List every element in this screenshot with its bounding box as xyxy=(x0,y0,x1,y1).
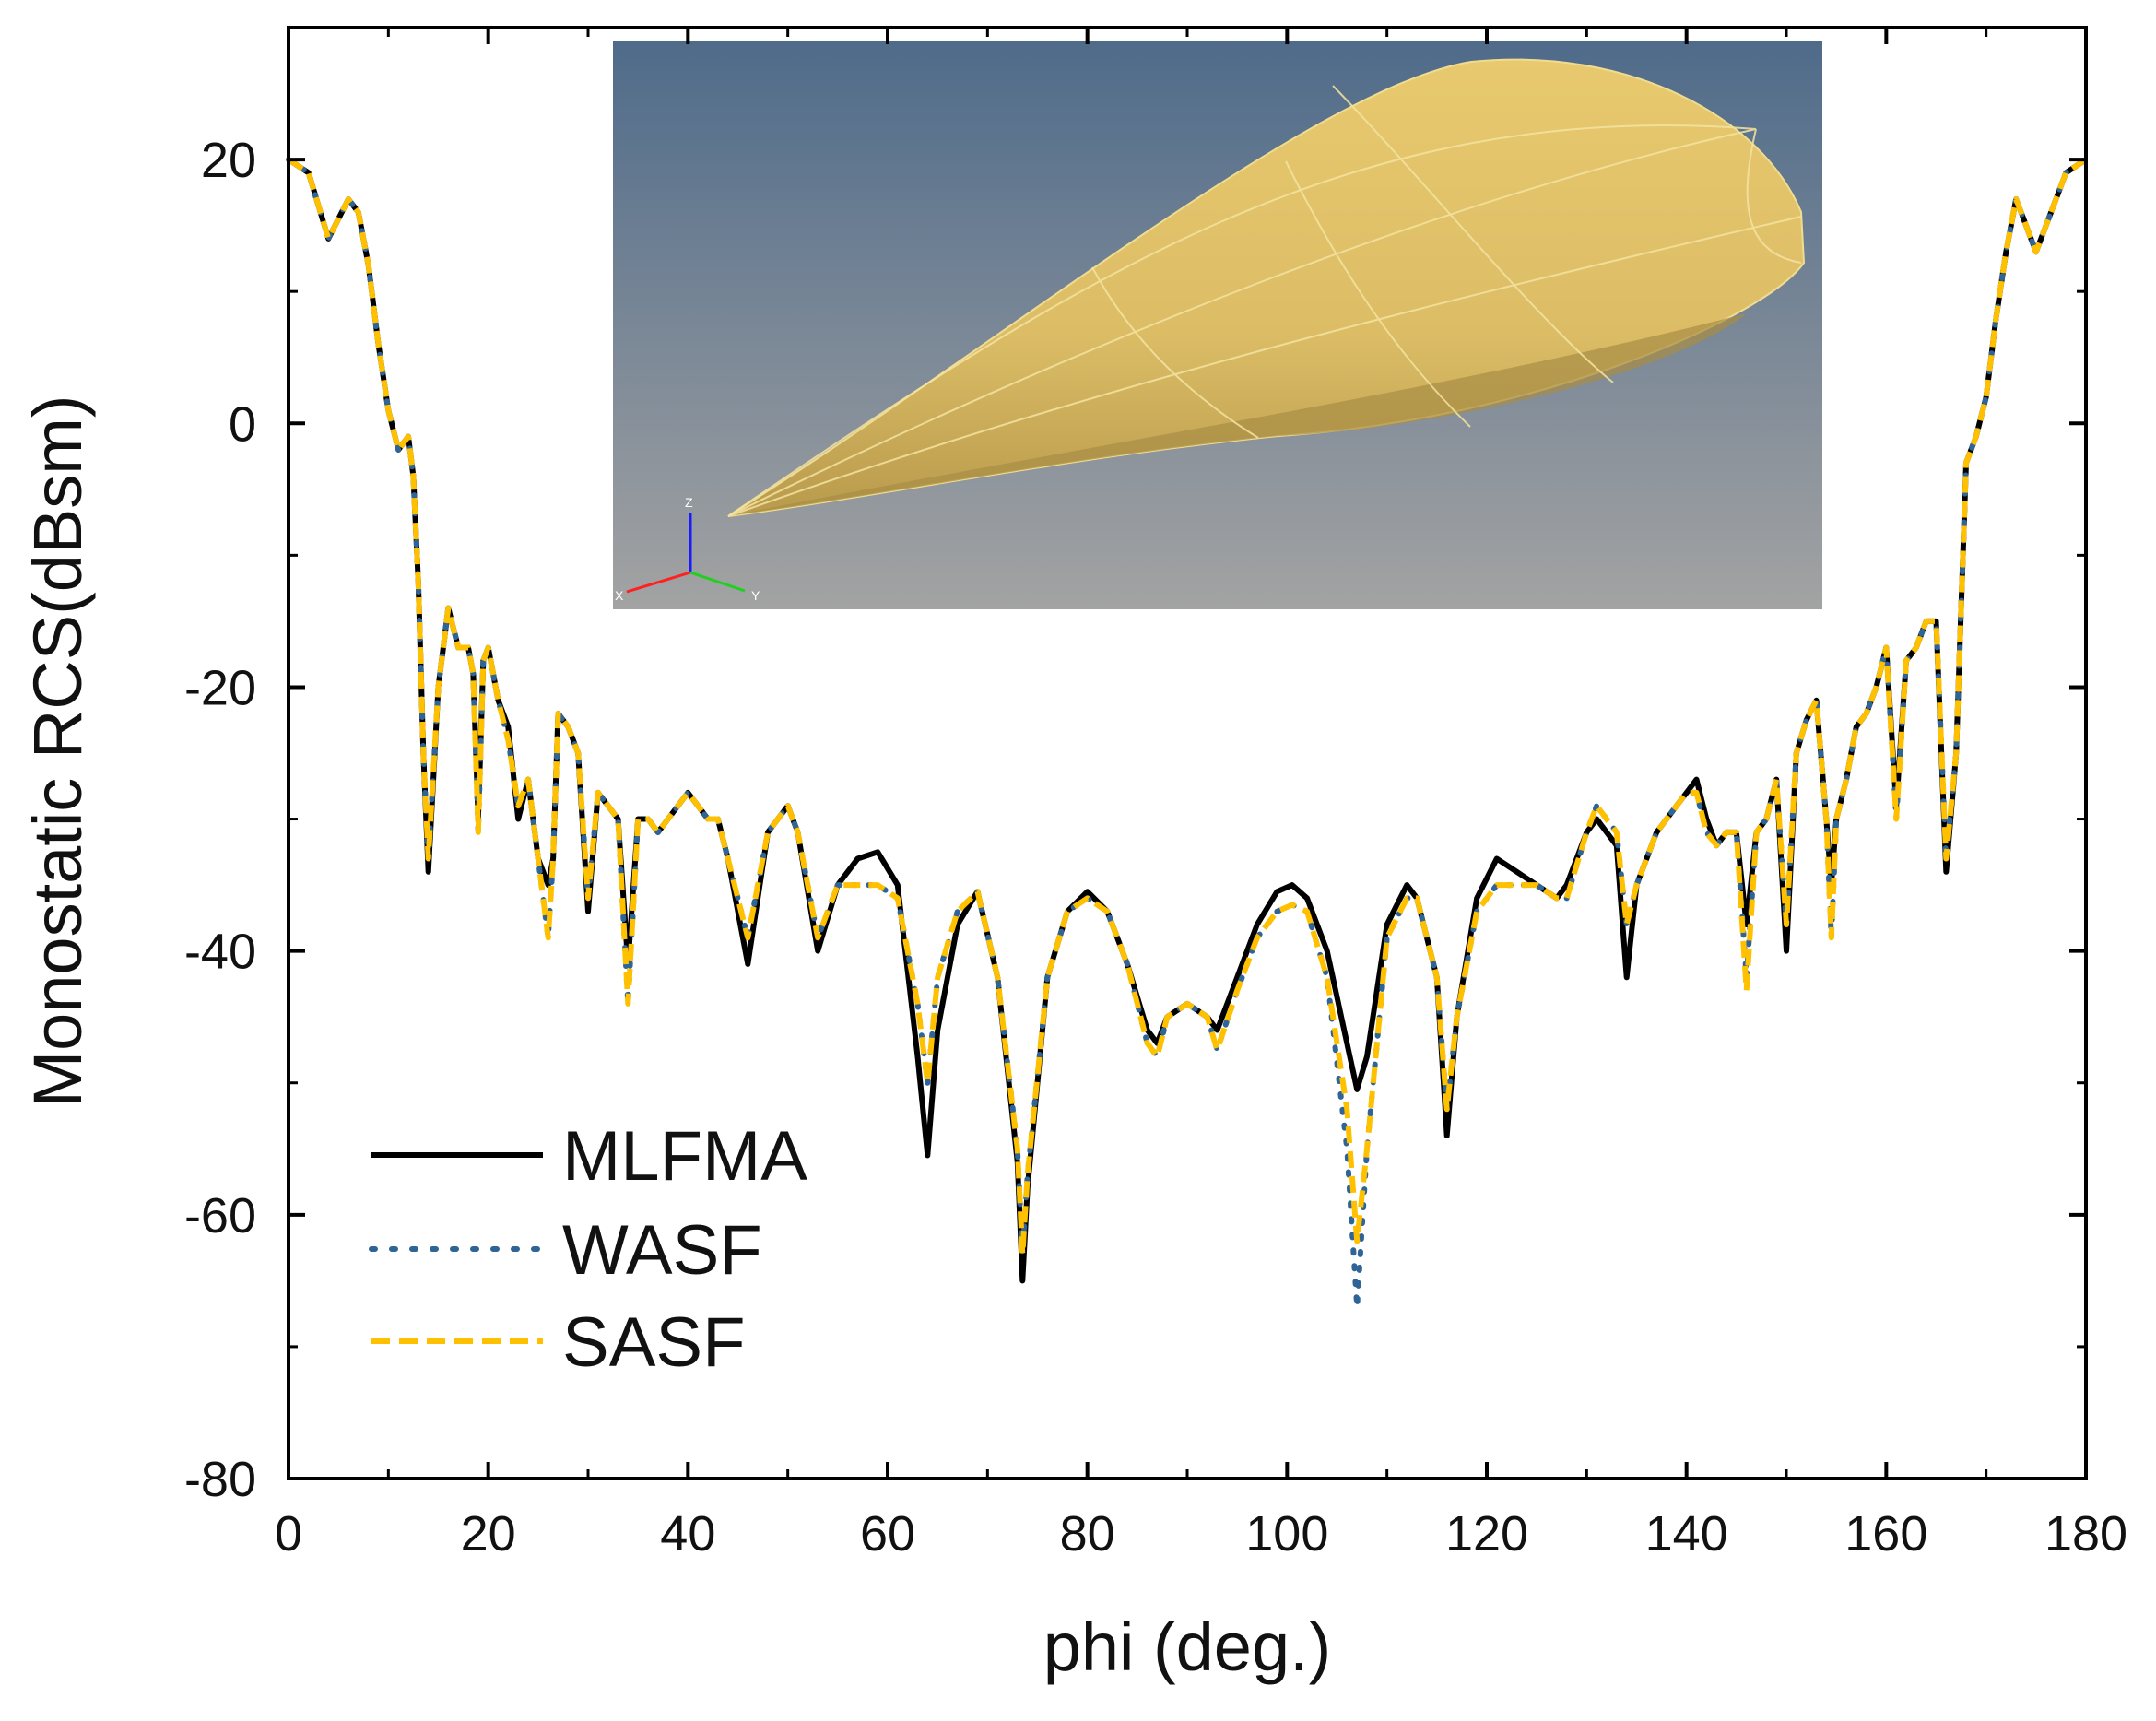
x-tick-label: 20 xyxy=(461,1506,516,1562)
y-tick-label: -80 xyxy=(184,1452,256,1507)
inset-3d-model: Z Y X xyxy=(613,41,1822,609)
cone-body xyxy=(727,58,1806,517)
legend-label-sasf: SASF xyxy=(562,1303,746,1382)
legend-label-mlfma: MLFMA xyxy=(562,1117,807,1196)
triad-label-z: Z xyxy=(685,495,693,510)
x-tick-label: 100 xyxy=(1245,1506,1328,1562)
x-axis-title: phi (deg.) xyxy=(1043,1609,1332,1685)
x-tick-label: 120 xyxy=(1445,1506,1528,1562)
x-tick-label: 40 xyxy=(660,1506,715,1562)
y-tick-label: -20 xyxy=(184,660,256,715)
y-tick-label: -40 xyxy=(184,925,256,980)
x-tick-label: 60 xyxy=(860,1506,915,1562)
x-tick-label: 180 xyxy=(2044,1506,2127,1562)
legend-label-wasf: WASF xyxy=(562,1211,762,1290)
y-axis-title: Monostatic RCS(dBsm) xyxy=(19,395,96,1107)
triad-label-y: Y xyxy=(751,588,760,603)
series-layer xyxy=(286,157,2089,1310)
axis-triad: Z Y X xyxy=(615,495,760,603)
x-tick-label: 160 xyxy=(1844,1506,1927,1562)
series-line-sasf xyxy=(287,157,2088,1257)
x-tick-label: 0 xyxy=(275,1506,302,1562)
axes-layer: 0 20 40 60 80 100 120 140 160 180 -80 -60 -40 -20 0 20 xyxy=(184,26,2127,1562)
y-tick-label: 0 xyxy=(229,396,256,452)
y-tick-label: -60 xyxy=(184,1188,256,1244)
cone-wireframe xyxy=(727,85,1802,517)
x-tick-label: 80 xyxy=(1060,1506,1115,1562)
triad-label-x: X xyxy=(615,588,624,603)
y-tick-label: 20 xyxy=(201,133,256,188)
x-tick-label: 140 xyxy=(1645,1506,1728,1562)
legend: MLFMA WASF SASF xyxy=(369,1117,807,1382)
